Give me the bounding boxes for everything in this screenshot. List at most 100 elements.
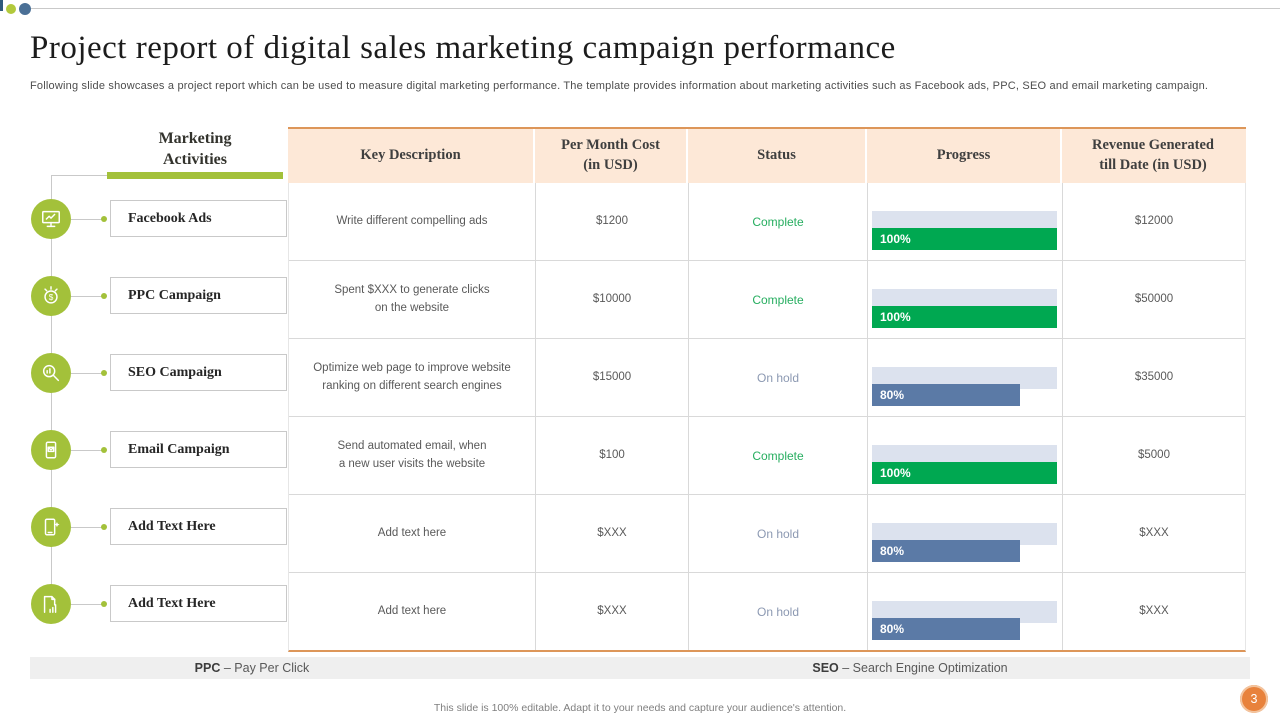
activity-label-box[interactable]: SEO Campaign xyxy=(110,354,287,391)
progress-bar-fill: 80% xyxy=(872,383,1020,406)
cell-description: Add text here xyxy=(289,495,536,572)
connector-line xyxy=(71,450,102,451)
connector-dot xyxy=(101,447,107,453)
table-row: Send automated email, when a new user vi… xyxy=(289,417,1245,495)
progress-bar: 80% xyxy=(872,522,1057,562)
cell-status: On hold xyxy=(689,339,868,416)
report-icon xyxy=(31,584,71,624)
connector-line xyxy=(71,373,102,374)
cell-revenue: $5000 xyxy=(1138,448,1170,461)
green-underline xyxy=(107,172,283,179)
progress-bar: 80% xyxy=(872,600,1057,640)
table-row: Add text here $XXX On hold 80% $XXX xyxy=(289,495,1245,573)
progress-label: 80% xyxy=(880,543,905,558)
connector-dot xyxy=(101,370,107,376)
marketing-activities-header: Marketing Activities xyxy=(158,130,232,168)
legend-ppc-definition: – Pay Per Click xyxy=(223,661,310,675)
table-row: Spent $XXX to generate clicks on the web… xyxy=(289,261,1245,339)
activity-label-box[interactable]: PPC Campaign xyxy=(110,277,287,314)
monitor-icon xyxy=(31,199,71,239)
progress-bar: 100% xyxy=(872,210,1057,250)
cell-status: On hold xyxy=(689,573,868,650)
legend-seo-definition: – Search Engine Optimization xyxy=(842,661,1008,675)
progress-label: 100% xyxy=(880,465,911,480)
mobile-promo-icon xyxy=(31,507,71,547)
cell-cost: $XXX xyxy=(536,495,689,572)
cell-revenue: $XXX xyxy=(1139,526,1169,539)
cell-revenue: $XXX xyxy=(1139,604,1169,617)
activity-seo-campaign: SEO Campaign xyxy=(0,353,290,393)
activity-add-text-1: Add Text Here xyxy=(0,507,290,547)
activity-label-box[interactable]: Email Campaign xyxy=(110,431,287,468)
cell-status: Complete xyxy=(689,417,868,494)
cell-cost: $15000 xyxy=(536,339,689,416)
progress-label: 80% xyxy=(880,387,905,402)
progress-bar-fill: 80% xyxy=(872,539,1020,562)
progress-bar-fill: 100% xyxy=(872,227,1057,250)
header-key-description: Key Description xyxy=(288,129,535,183)
cell-description: Add text here xyxy=(289,573,536,650)
page-title: Project report of digital sales marketin… xyxy=(30,30,896,66)
email-icon xyxy=(31,430,71,470)
connector-dot xyxy=(101,524,107,530)
cell-cost: $100 xyxy=(536,417,689,494)
legend-seo-term: SEO xyxy=(812,661,839,675)
cell-progress: 100% xyxy=(868,417,1063,494)
green-dot xyxy=(6,4,16,14)
progress-label: 80% xyxy=(880,621,905,636)
cell-description: Write different compelling ads xyxy=(289,183,536,260)
header-status: Status xyxy=(688,129,867,183)
progress-bar-fill: 80% xyxy=(872,617,1020,640)
connector-line xyxy=(71,296,102,297)
cell-cost: $XXX xyxy=(536,573,689,650)
header-per-month-cost: Per Month Cost (in USD) xyxy=(535,129,688,183)
cell-revenue: $35000 xyxy=(1134,370,1174,383)
cell-progress: 80% xyxy=(868,495,1063,572)
cell-status: Complete xyxy=(689,183,868,260)
table-row: Optimize web page to improve website ran… xyxy=(289,339,1245,417)
connector-line xyxy=(51,175,107,176)
footer-note: This slide is 100% editable. Adapt it to… xyxy=(433,702,847,714)
activity-add-text-2: Add Text Here xyxy=(0,584,290,624)
cell-revenue: $12000 xyxy=(1134,214,1174,227)
blue-dot xyxy=(19,3,31,15)
table-row: Add text here $XXX On hold 80% $XXX xyxy=(289,573,1245,650)
progress-bar: 100% xyxy=(872,288,1057,328)
page-number-badge[interactable]: 3 xyxy=(1240,685,1268,713)
cell-description: Optimize web page to improve website ran… xyxy=(289,339,536,416)
cell-cost: $10000 xyxy=(536,261,689,338)
activity-label-box[interactable]: Facebook Ads xyxy=(110,200,287,237)
progress-bar-fill: 100% xyxy=(872,461,1057,484)
progress-bar-fill: 100% xyxy=(872,305,1057,328)
connector-line xyxy=(71,527,102,528)
activity-label-box[interactable]: Add Text Here xyxy=(110,585,287,622)
cell-description: Send automated email, when a new user vi… xyxy=(289,417,536,494)
connector-dot xyxy=(101,293,107,299)
top-divider xyxy=(31,8,1280,9)
activity-email-campaign: Email Campaign xyxy=(0,430,290,470)
seo-search-icon xyxy=(31,353,71,393)
activity-ppc-campaign: $ PPC Campaign xyxy=(0,276,290,316)
cell-status: Complete xyxy=(689,261,868,338)
progress-label: 100% xyxy=(880,309,911,324)
connector-dot xyxy=(101,216,107,222)
header-revenue: Revenue Generated till Date (in USD) xyxy=(1091,137,1214,173)
cell-description: Spent $XXX to generate clicks on the web… xyxy=(289,261,536,338)
legend-bar xyxy=(30,657,1250,679)
coin-hand-icon: $ xyxy=(31,276,71,316)
connector-dot xyxy=(101,601,107,607)
legend-seo: SEO – Search Engine Optimization xyxy=(812,657,1007,679)
cell-progress: 100% xyxy=(868,183,1063,260)
cell-revenue: $50000 xyxy=(1134,292,1174,305)
progress-bar: 80% xyxy=(872,366,1057,406)
activity-label-box[interactable]: Add Text Here xyxy=(110,508,287,545)
connector-line xyxy=(71,604,102,605)
cell-progress: 80% xyxy=(868,573,1063,650)
connector-line xyxy=(71,219,102,220)
table-header-row: Key Description Per Month Cost (in USD) … xyxy=(288,127,1246,183)
header-progress: Progress xyxy=(867,129,1062,183)
activity-facebook-ads: Facebook Ads xyxy=(0,199,290,239)
progress-bar: 100% xyxy=(872,444,1057,484)
table-row: Write different compelling ads $1200 Com… xyxy=(289,183,1245,261)
